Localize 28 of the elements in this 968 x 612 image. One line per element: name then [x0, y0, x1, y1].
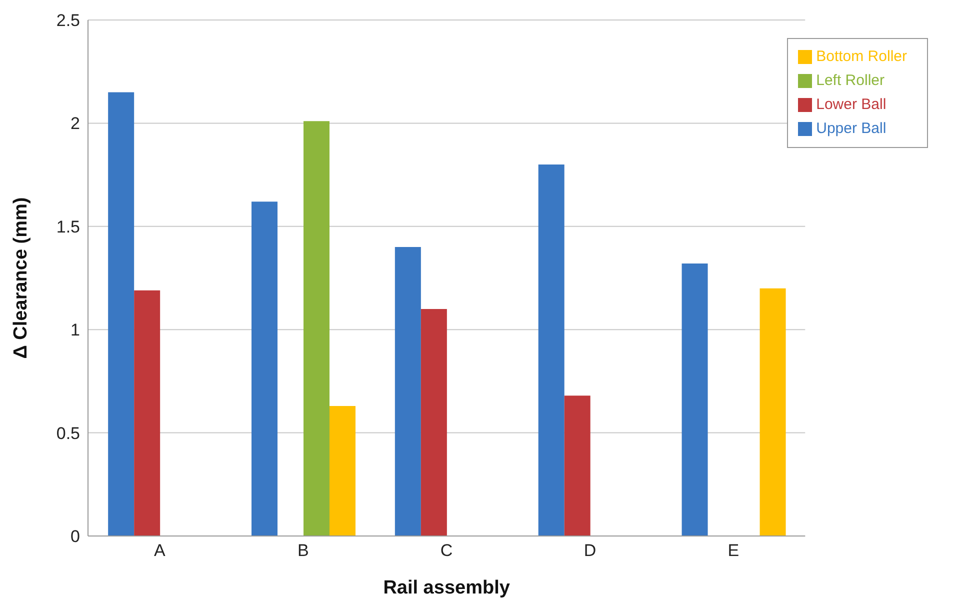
- bar: [252, 202, 278, 536]
- x-tick-label: E: [728, 541, 740, 560]
- x-tick-label: D: [584, 541, 596, 560]
- x-tick-label: A: [154, 541, 166, 560]
- y-tick-label: 2: [70, 114, 80, 134]
- x-tick-label: C: [440, 541, 453, 560]
- legend-label: Upper Ball: [816, 120, 886, 137]
- legend-label: Left Roller: [816, 72, 884, 89]
- y-tick-label: 2.5: [56, 11, 80, 30]
- y-tick-label: 0: [70, 527, 80, 546]
- y-tick-label: 1.5: [56, 217, 80, 236]
- bar: [682, 264, 708, 536]
- bar: [538, 164, 564, 536]
- bar: [330, 406, 356, 536]
- y-tick-label: 1: [70, 320, 80, 340]
- bar: [304, 121, 330, 536]
- legend-label: Bottom Roller: [816, 48, 907, 65]
- bar: [420, 308, 447, 536]
- y-tick-label: 0.5: [56, 424, 80, 443]
- y-axis-title: Δ Clearance (mm): [10, 197, 32, 359]
- bar: [760, 288, 786, 536]
- bar: [564, 396, 590, 536]
- bar: [394, 247, 421, 536]
- x-axis-title: Rail assembly: [383, 577, 510, 598]
- bar: [134, 290, 160, 536]
- x-tick-label: B: [297, 541, 309, 560]
- legend-label: Lower Ball: [816, 96, 886, 113]
- bar: [108, 92, 134, 536]
